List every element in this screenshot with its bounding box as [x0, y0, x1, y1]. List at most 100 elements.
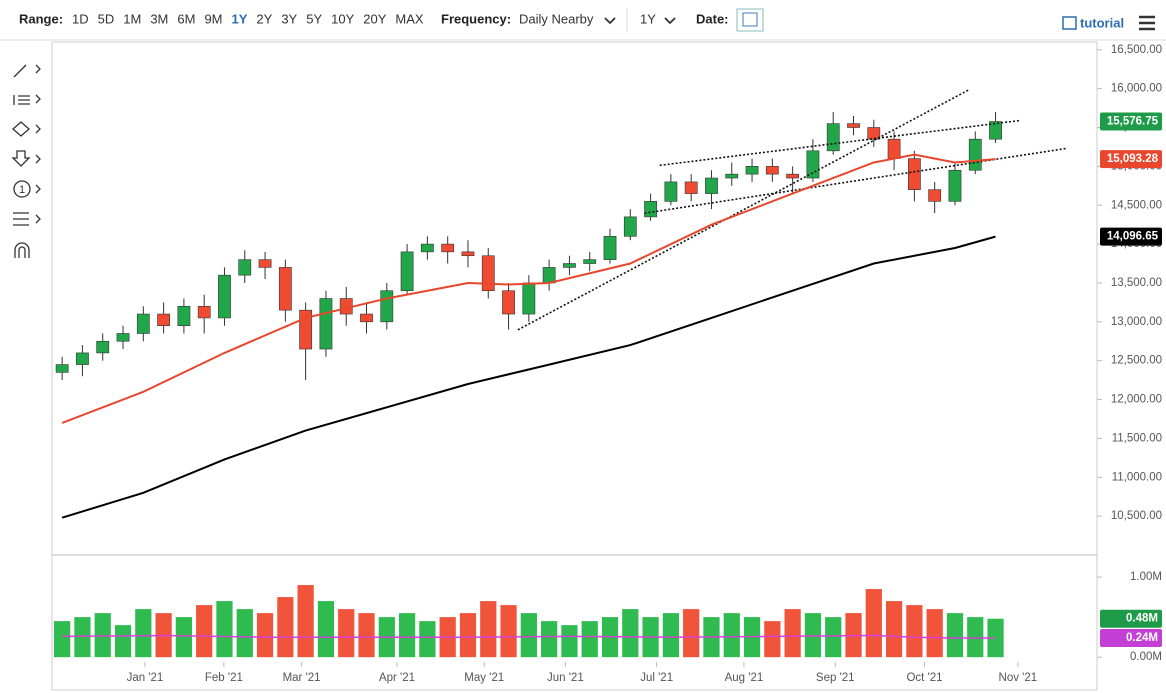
tool-line[interactable]: [13, 64, 41, 78]
range-button[interactable]: 1M: [123, 11, 141, 26]
period-select[interactable]: 1Y: [640, 11, 656, 26]
volume-bar: [946, 613, 964, 658]
volume-bar: [338, 609, 355, 658]
date-label: Date:: [696, 11, 729, 26]
y-tick-label: 13,000.00: [1111, 316, 1162, 328]
price-badge: [1100, 628, 1162, 647]
volume-bar: [277, 597, 294, 658]
period-caret[interactable]: [664, 17, 676, 25]
volume-bar: [764, 621, 781, 658]
menu-icon[interactable]: [1139, 15, 1155, 31]
y-tick-label: 0.00M: [1130, 651, 1162, 663]
range-button[interactable]: 3M: [150, 11, 168, 26]
candle-body: [421, 243, 434, 253]
frequency-caret[interactable]: [604, 17, 616, 25]
candle-body: [725, 173, 739, 179]
volume-bar: [520, 613, 537, 658]
candle-body: [116, 333, 130, 342]
volume-bar: [216, 601, 233, 658]
volume-bar: [135, 609, 152, 658]
tool-arrow[interactable]: [11, 150, 41, 167]
volume-bar: [581, 621, 598, 658]
candle-body: [684, 181, 698, 194]
y-tick-label: 1.00M: [1130, 571, 1162, 583]
indicator-line: [61, 235, 996, 519]
candle-body: [319, 298, 333, 350]
volume-bar: [459, 613, 477, 658]
range-button[interactable]: 20Y: [363, 11, 386, 26]
candle-body: [786, 173, 800, 179]
range-button[interactable]: 5Y: [306, 11, 322, 26]
candle-body: [989, 121, 1002, 140]
y-tick-label: 11,500.00: [1112, 432, 1162, 444]
x-tick-label: Nov '21: [999, 672, 1038, 684]
price-badge: [1100, 609, 1162, 628]
tool-magnet[interactable]: [14, 242, 30, 258]
tool-annotation[interactable]: [13, 180, 31, 198]
y-tick-label: 13,500.00: [1111, 277, 1162, 289]
tool-shape[interactable]: [12, 121, 41, 137]
volume-bar: [906, 605, 923, 658]
date-button[interactable]: [736, 8, 764, 32]
range-button[interactable]: 6M: [177, 11, 195, 26]
volume-bar: [94, 613, 111, 658]
range-button[interactable]: MAX: [395, 11, 424, 26]
x-tick-label: Aug '21: [725, 672, 764, 684]
candle-body: [603, 236, 617, 260]
volume-bar: [885, 601, 903, 658]
candle-body: [583, 259, 597, 264]
tutorial-icon[interactable]: [1062, 16, 1077, 30]
candle-body: [867, 127, 881, 140]
volume-bar: [358, 613, 375, 658]
volume-bar: [804, 613, 822, 658]
frequency-select[interactable]: Daily Nearby: [519, 11, 594, 26]
tool-caret[interactable]: [35, 184, 41, 194]
tutorial-link[interactable]: tutorial: [1080, 15, 1124, 30]
candle-body: [745, 166, 759, 175]
candle-body: [522, 282, 536, 315]
volume-bar: [196, 605, 213, 658]
range-button[interactable]: 9M: [204, 11, 222, 26]
volume-bar: [297, 585, 314, 658]
volume-bar: [54, 621, 71, 658]
range-button[interactable]: 10Y: [331, 11, 354, 26]
candle-body: [847, 123, 860, 128]
volume-bar: [683, 609, 700, 658]
x-tick-label: Jul '21: [640, 672, 673, 684]
candle-body: [563, 263, 576, 268]
volume-bar: [784, 609, 801, 658]
volume-bar: [256, 613, 274, 658]
range-button[interactable]: 1Y: [232, 11, 248, 26]
candle-body: [157, 313, 170, 327]
range-button[interactable]: 2Y: [256, 11, 272, 26]
x-tick-label: Apr '21: [379, 672, 415, 684]
candle-body: [907, 158, 921, 190]
candle-body: [380, 290, 394, 323]
volume-bar: [967, 617, 984, 658]
trendline: [644, 147, 1067, 215]
tool-pattern[interactable]: [13, 212, 41, 226]
volume-bar: [723, 613, 740, 658]
trendline: [517, 88, 970, 331]
volume-bar: [480, 601, 497, 658]
price-badge-label: 14,096.65: [1107, 231, 1159, 243]
price-badge: [1100, 112, 1162, 131]
range-button[interactable]: 3Y: [281, 11, 297, 26]
tool-fib[interactable]: [13, 94, 41, 105]
volume-bar: [419, 621, 436, 658]
volume-bar: [987, 618, 1004, 658]
volume-bar: [236, 609, 253, 658]
volume-bar: [175, 617, 193, 658]
price-badge-label: 15,093.28: [1107, 153, 1159, 165]
range-button[interactable]: 1D: [72, 11, 89, 26]
range-button[interactable]: 5D: [98, 11, 115, 26]
candle-body: [96, 340, 110, 354]
y-tick-label: 11,000.00: [1112, 471, 1162, 483]
tool-number: 1: [19, 184, 25, 196]
volume-bar: [926, 609, 943, 658]
candle-body: [177, 305, 191, 327]
x-tick-label: Sep '21: [816, 672, 855, 684]
candle-body: [623, 216, 637, 237]
volume-bar: [541, 621, 558, 658]
